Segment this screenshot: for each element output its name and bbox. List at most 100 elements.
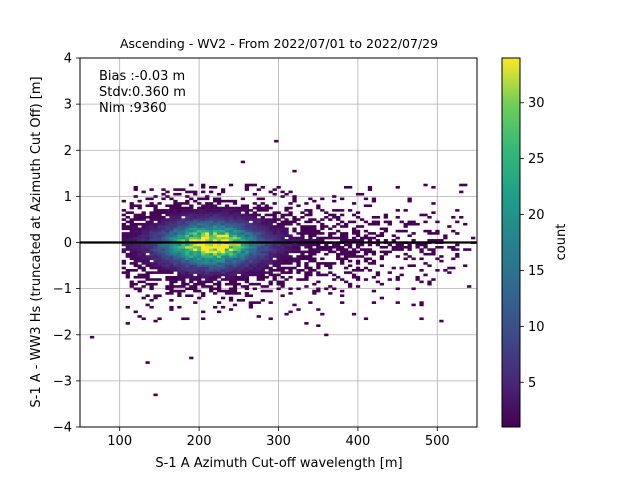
heatmap-bin <box>304 220 309 224</box>
heatmap-bin <box>371 197 377 201</box>
heatmap-bin <box>181 275 186 279</box>
heatmap-bin <box>193 190 198 194</box>
heatmap-bin <box>129 232 134 235</box>
heatmap-bin <box>395 301 400 304</box>
heatmap-bin <box>288 259 293 263</box>
heatmap-bin <box>157 257 162 261</box>
heatmap-bin <box>193 278 198 281</box>
heatmap-bin <box>232 222 238 226</box>
heatmap-bin <box>252 262 257 265</box>
heatmap-bin <box>300 225 305 228</box>
heatmap-bin <box>347 209 353 212</box>
heatmap-bin <box>351 229 357 233</box>
heatmap-bin <box>375 239 381 242</box>
heatmap-bin <box>189 225 194 228</box>
heatmap-bin <box>177 209 182 212</box>
heatmap-bin <box>268 280 273 284</box>
heatmap-bin <box>284 232 289 235</box>
heatmap-bin <box>284 252 289 256</box>
heatmap-bin <box>232 259 238 263</box>
heatmap-bin <box>344 186 349 189</box>
heatmap-bin <box>296 236 301 240</box>
heatmap-bin <box>141 250 146 254</box>
heatmap-bin <box>161 222 166 226</box>
heatmap-bin <box>209 202 214 205</box>
heatmap-bin <box>209 245 214 249</box>
heatmap-bin <box>141 257 146 261</box>
heatmap-bin <box>193 192 198 196</box>
heatmap-bin <box>256 213 261 217</box>
heatmap-bin <box>308 213 313 217</box>
heatmap-bin <box>268 220 273 224</box>
heatmap-bin <box>181 317 186 321</box>
heatmap-bin <box>149 255 154 258</box>
heatmap-bin <box>284 312 289 316</box>
heatmap-bin <box>201 294 206 297</box>
heatmap-bin <box>224 225 230 228</box>
heatmap-bin <box>173 264 178 268</box>
heatmap-bin <box>304 243 309 247</box>
heatmap-bin <box>189 280 194 284</box>
heatmap-bin <box>443 236 448 240</box>
heatmap-bin <box>169 282 174 286</box>
heatmap-bin <box>141 222 146 226</box>
heatmap-bin <box>316 248 321 251</box>
heatmap-bin <box>431 202 436 205</box>
heatmap-bin <box>300 236 305 240</box>
heatmap-bin <box>435 245 440 249</box>
heatmap-bin <box>228 299 234 302</box>
heatmap-bin <box>256 236 261 240</box>
heatmap-bin <box>312 257 317 261</box>
heatmap-bin <box>220 220 226 224</box>
heatmap-bin <box>260 248 265 251</box>
heatmap-bin <box>304 285 309 288</box>
heatmap-bin <box>185 239 190 242</box>
heatmap-bin <box>340 248 345 251</box>
heatmap-bin <box>272 218 277 221</box>
heatmap-bin <box>205 209 210 212</box>
heatmap-bin <box>220 271 226 274</box>
heatmap-bin <box>189 269 194 272</box>
heatmap-bin <box>288 239 293 242</box>
heatmap-bin <box>232 243 238 247</box>
heatmap-bin <box>439 259 444 263</box>
heatmap-bin <box>232 289 238 293</box>
heatmap-bin <box>320 262 325 265</box>
heatmap-bin <box>272 252 277 256</box>
heatmap-bin <box>133 264 138 268</box>
heatmap-bin <box>268 259 273 263</box>
heatmap-bin <box>137 243 142 247</box>
heatmap-bin <box>367 232 373 235</box>
heatmap-bin <box>161 209 166 212</box>
heatmap-bin <box>133 243 138 247</box>
heatmap-bin <box>328 285 333 288</box>
heatmap-bin <box>427 252 432 256</box>
heatmap-bin <box>209 213 214 217</box>
heatmap-bin <box>296 248 301 251</box>
heatmap-bin <box>236 250 242 254</box>
heatmap-bin <box>308 229 313 233</box>
heatmap-bin <box>459 190 464 194</box>
heatmap-bin <box>455 232 460 235</box>
heatmap-bin <box>220 213 226 217</box>
heatmap-bin <box>260 275 265 279</box>
heatmap-bin <box>153 393 158 397</box>
heatmap-bin <box>193 250 198 254</box>
heatmap-bin <box>137 273 142 277</box>
heatmap-bin <box>431 186 436 189</box>
heatmap-bin <box>304 227 309 231</box>
heatmap-bin <box>224 199 230 203</box>
heatmap-bin <box>316 308 321 311</box>
heatmap-bin <box>328 218 333 221</box>
heatmap-bin <box>173 280 178 284</box>
heatmap-bin <box>201 250 206 254</box>
heatmap-bin <box>268 273 273 277</box>
heatmap-bin <box>363 229 369 233</box>
heatmap-bin <box>240 271 246 274</box>
heatmap-bin <box>244 269 250 272</box>
heatmap-bin <box>169 220 174 224</box>
x-axis-ticks: 100 200 300 400 500 <box>107 427 450 449</box>
heatmap-bin <box>137 239 142 242</box>
heatmap-bin <box>193 266 198 270</box>
heatmap-bin <box>228 218 234 221</box>
